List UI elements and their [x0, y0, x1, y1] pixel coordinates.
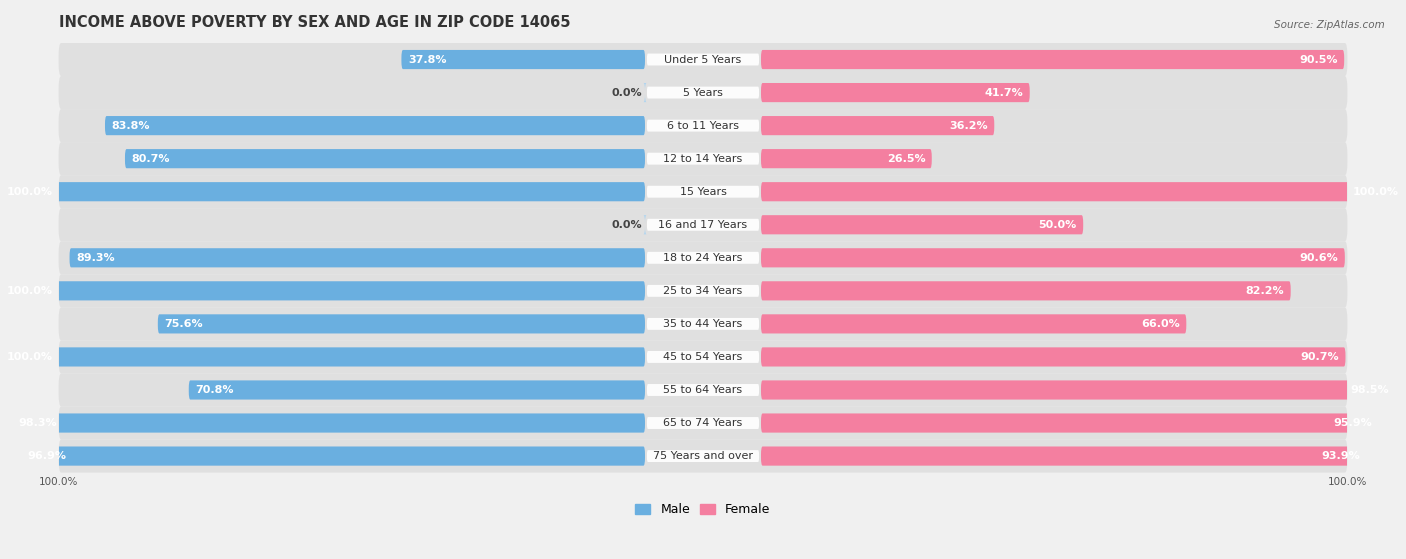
- FancyBboxPatch shape: [59, 439, 1347, 472]
- Text: 95.9%: 95.9%: [1334, 418, 1372, 428]
- FancyBboxPatch shape: [0, 347, 645, 367]
- Text: 90.7%: 90.7%: [1301, 352, 1339, 362]
- FancyBboxPatch shape: [647, 384, 759, 396]
- Text: 41.7%: 41.7%: [984, 88, 1024, 98]
- FancyBboxPatch shape: [761, 215, 1083, 234]
- FancyBboxPatch shape: [761, 182, 1406, 201]
- Text: 89.3%: 89.3%: [76, 253, 115, 263]
- Text: 90.6%: 90.6%: [1299, 253, 1339, 263]
- FancyBboxPatch shape: [59, 76, 1347, 109]
- Text: 16 and 17 Years: 16 and 17 Years: [658, 220, 748, 230]
- Text: 5 Years: 5 Years: [683, 88, 723, 98]
- Text: 45 to 54 Years: 45 to 54 Years: [664, 352, 742, 362]
- Text: 0.0%: 0.0%: [612, 88, 641, 98]
- Text: 98.3%: 98.3%: [18, 418, 56, 428]
- FancyBboxPatch shape: [125, 149, 645, 168]
- FancyBboxPatch shape: [402, 50, 645, 69]
- FancyBboxPatch shape: [761, 116, 994, 135]
- FancyBboxPatch shape: [59, 307, 1347, 340]
- FancyBboxPatch shape: [647, 351, 759, 363]
- FancyBboxPatch shape: [761, 447, 1367, 466]
- Text: 0.0%: 0.0%: [612, 220, 641, 230]
- FancyBboxPatch shape: [761, 347, 1346, 367]
- Text: 18 to 24 Years: 18 to 24 Years: [664, 253, 742, 263]
- FancyBboxPatch shape: [59, 373, 1347, 406]
- Text: INCOME ABOVE POVERTY BY SEX AND AGE IN ZIP CODE 14065: INCOME ABOVE POVERTY BY SEX AND AGE IN Z…: [59, 15, 569, 30]
- FancyBboxPatch shape: [11, 414, 645, 433]
- FancyBboxPatch shape: [188, 380, 645, 400]
- FancyBboxPatch shape: [647, 285, 759, 297]
- Text: 98.5%: 98.5%: [1351, 385, 1389, 395]
- FancyBboxPatch shape: [644, 83, 647, 102]
- FancyBboxPatch shape: [21, 447, 645, 466]
- FancyBboxPatch shape: [59, 241, 1347, 274]
- FancyBboxPatch shape: [644, 215, 647, 234]
- FancyBboxPatch shape: [0, 182, 645, 201]
- FancyBboxPatch shape: [647, 54, 759, 65]
- Text: 83.8%: 83.8%: [111, 121, 150, 131]
- Text: 12 to 14 Years: 12 to 14 Years: [664, 154, 742, 164]
- FancyBboxPatch shape: [69, 248, 645, 267]
- Text: 50.0%: 50.0%: [1039, 220, 1077, 230]
- FancyBboxPatch shape: [761, 314, 1187, 334]
- Text: Source: ZipAtlas.com: Source: ZipAtlas.com: [1274, 20, 1385, 30]
- Text: 36.2%: 36.2%: [949, 121, 988, 131]
- Text: 100.0%: 100.0%: [7, 286, 53, 296]
- Text: 35 to 44 Years: 35 to 44 Years: [664, 319, 742, 329]
- FancyBboxPatch shape: [157, 314, 645, 334]
- Text: 100.0%: 100.0%: [7, 352, 53, 362]
- FancyBboxPatch shape: [647, 450, 759, 462]
- Text: 93.9%: 93.9%: [1320, 451, 1360, 461]
- Text: 15 Years: 15 Years: [679, 187, 727, 197]
- Text: 100.0%: 100.0%: [7, 187, 53, 197]
- FancyBboxPatch shape: [647, 252, 759, 264]
- Text: 6 to 11 Years: 6 to 11 Years: [666, 121, 740, 131]
- FancyBboxPatch shape: [59, 274, 1347, 307]
- FancyBboxPatch shape: [0, 281, 645, 300]
- FancyBboxPatch shape: [59, 175, 1347, 209]
- Text: 75 Years and over: 75 Years and over: [652, 451, 754, 461]
- Text: 75.6%: 75.6%: [165, 319, 202, 329]
- Text: 65 to 74 Years: 65 to 74 Years: [664, 418, 742, 428]
- FancyBboxPatch shape: [59, 406, 1347, 439]
- FancyBboxPatch shape: [59, 142, 1347, 175]
- Text: 80.7%: 80.7%: [131, 154, 170, 164]
- Text: 55 to 64 Years: 55 to 64 Years: [664, 385, 742, 395]
- FancyBboxPatch shape: [59, 43, 1347, 76]
- FancyBboxPatch shape: [647, 417, 759, 429]
- FancyBboxPatch shape: [761, 281, 1291, 300]
- FancyBboxPatch shape: [105, 116, 645, 135]
- Text: 70.8%: 70.8%: [195, 385, 233, 395]
- Text: 82.2%: 82.2%: [1246, 286, 1284, 296]
- Text: 96.9%: 96.9%: [27, 451, 66, 461]
- FancyBboxPatch shape: [647, 120, 759, 131]
- FancyBboxPatch shape: [647, 153, 759, 164]
- FancyBboxPatch shape: [59, 109, 1347, 142]
- FancyBboxPatch shape: [761, 248, 1344, 267]
- Text: 25 to 34 Years: 25 to 34 Years: [664, 286, 742, 296]
- FancyBboxPatch shape: [59, 209, 1347, 241]
- FancyBboxPatch shape: [761, 149, 932, 168]
- FancyBboxPatch shape: [761, 83, 1029, 102]
- FancyBboxPatch shape: [761, 380, 1396, 400]
- FancyBboxPatch shape: [761, 50, 1344, 69]
- Text: 90.5%: 90.5%: [1299, 55, 1337, 64]
- FancyBboxPatch shape: [647, 87, 759, 98]
- FancyBboxPatch shape: [59, 340, 1347, 373]
- FancyBboxPatch shape: [647, 219, 759, 231]
- Text: Under 5 Years: Under 5 Years: [665, 55, 741, 64]
- Text: 100.0%: 100.0%: [1353, 187, 1399, 197]
- FancyBboxPatch shape: [647, 186, 759, 198]
- Text: 37.8%: 37.8%: [408, 55, 446, 64]
- FancyBboxPatch shape: [761, 414, 1379, 433]
- Text: 66.0%: 66.0%: [1142, 319, 1180, 329]
- Legend: Male, Female: Male, Female: [630, 499, 776, 522]
- FancyBboxPatch shape: [647, 318, 759, 330]
- Text: 26.5%: 26.5%: [887, 154, 925, 164]
